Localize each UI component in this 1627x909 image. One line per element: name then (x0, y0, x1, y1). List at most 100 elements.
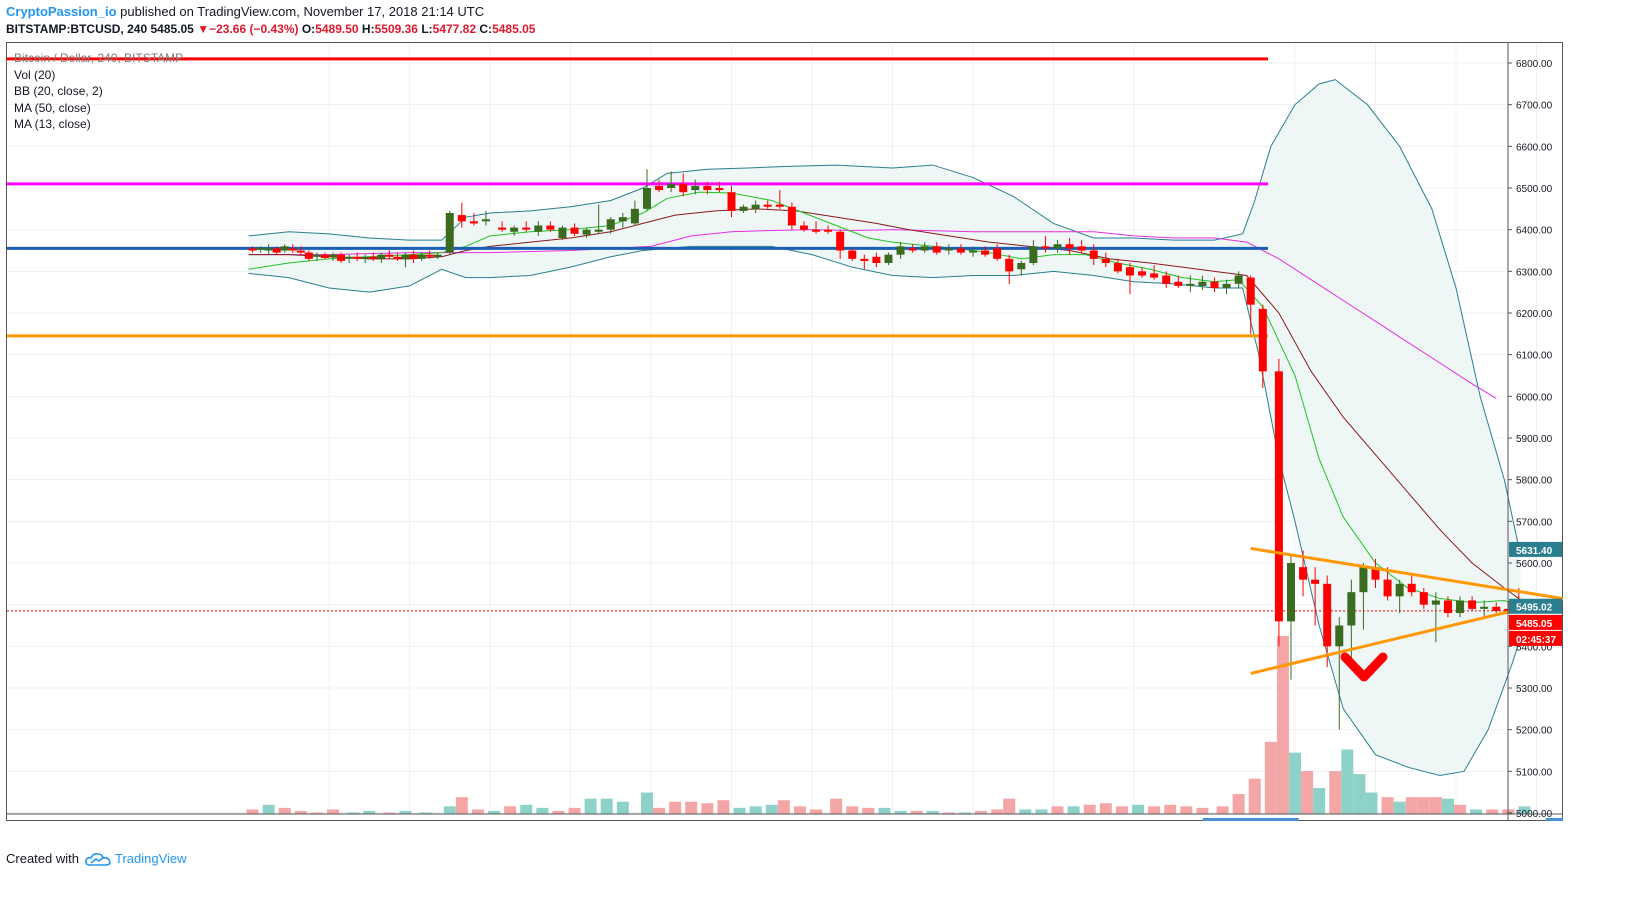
candle-body (510, 227, 519, 232)
volume-bar (1365, 792, 1378, 814)
volume-bar (1301, 771, 1314, 814)
candle-body (1299, 567, 1308, 580)
candle-body (908, 248, 917, 251)
price-tick-label: 5400.00 (1516, 642, 1553, 653)
candle-body (1053, 244, 1062, 249)
candle-body (272, 248, 281, 253)
volume-bar (1341, 749, 1354, 814)
volume-bar (327, 809, 340, 814)
high-label: H: (361, 22, 375, 36)
candle-body (594, 229, 603, 232)
published-text: published on TradingView.com, November 1… (116, 4, 485, 19)
candle-body (1222, 283, 1231, 289)
candle-body (498, 227, 507, 230)
candle-body (409, 254, 418, 259)
price-badge (1509, 630, 1562, 646)
volume-bar (640, 792, 653, 814)
candle-body (1234, 275, 1243, 284)
candle-body (256, 247, 265, 250)
tradingview-link[interactable]: TradingView (85, 851, 187, 866)
volume-bar (1196, 807, 1209, 814)
low-label: L: (421, 22, 433, 36)
candle-body (1431, 600, 1440, 605)
volume-bar (878, 807, 891, 814)
legend-title: Bitcoin / Dollar, 240, BITSTAMP (14, 51, 183, 65)
candle-body (296, 250, 305, 253)
candle-body (896, 246, 905, 255)
volume-bar (830, 798, 843, 814)
candle-body (618, 217, 627, 222)
legend-ma13[interactable]: MA (13, close) (14, 117, 91, 131)
candle-body (763, 204, 772, 207)
legend-ma50[interactable]: MA (50, close) (14, 101, 91, 115)
candle-body (377, 254, 386, 259)
volume-bar (347, 812, 360, 814)
volume-bar (1148, 806, 1161, 814)
volume-bar (942, 812, 955, 814)
volume-bar (520, 804, 533, 814)
candle-body (353, 256, 362, 259)
horizontal-levels[interactable] (7, 57, 1268, 338)
candle-body (433, 254, 442, 257)
candle-body (751, 204, 760, 209)
open-value: 5489.50 (315, 22, 359, 36)
volume-bar (1035, 809, 1048, 814)
chart-container[interactable]: 6800.00 6700.00 6600.00 6500.00 6400.00 6300.… (6, 42, 1627, 836)
price-chart[interactable]: 6800.00 6700.00 6600.00 6500.00 6400.00 6300.… (6, 42, 1627, 836)
price-tick-label: 6300.00 (1516, 267, 1553, 278)
price-badge-label: 02:45:37 (1516, 635, 1556, 646)
volume-bar (1180, 806, 1193, 814)
candle-body (1017, 263, 1026, 270)
author-link[interactable]: CryptoPassion_io (6, 4, 117, 19)
price-badge (1509, 541, 1562, 557)
candle-body (425, 254, 434, 257)
candle-body (369, 256, 378, 259)
change-value: −23.66 (−0.43%) (209, 22, 299, 36)
close-value: 5485.05 (492, 22, 536, 36)
price-tick-label: 5600.00 (1516, 559, 1553, 570)
price-badge-label: 5485.05 (1516, 619, 1553, 630)
price-tick-label: 6600.00 (1516, 142, 1553, 153)
candle-body (1210, 281, 1219, 289)
volume-bar (443, 806, 456, 814)
candle-body (1468, 600, 1477, 609)
price-tick-label: 5800.00 (1516, 476, 1553, 487)
candle-body (812, 229, 821, 232)
candle-body (1456, 600, 1465, 614)
price-badge (1509, 598, 1562, 614)
candle-body (1323, 583, 1332, 647)
candle-body (739, 206, 748, 211)
volume-bar (1470, 809, 1483, 814)
price-badge-label: 5495.02 (1516, 603, 1553, 614)
candle-body (1150, 273, 1159, 278)
volume-bar (685, 801, 698, 814)
candle-body (1419, 592, 1428, 605)
candle-body (836, 231, 845, 251)
candle-body (993, 248, 1002, 259)
price-tick-label: 6700.00 (1516, 101, 1553, 112)
volume-bars (246, 636, 1531, 814)
volume-bar (1248, 778, 1261, 814)
candle-body (469, 221, 478, 224)
volume-bar (600, 798, 613, 814)
volume-bar (1405, 797, 1418, 814)
volume-bar (536, 807, 549, 814)
candle-body (1395, 583, 1404, 597)
price-axis[interactable]: 6800.00 6700.00 6600.00 6500.00 6400.00 6300.… (1507, 42, 1562, 821)
legend-vol[interactable]: Vol (20) (14, 68, 55, 82)
volume-bar (733, 807, 746, 814)
candle-body (401, 254, 410, 259)
candle-body (264, 248, 273, 251)
candle-body (481, 219, 490, 222)
candle-body (1198, 281, 1207, 286)
arrow-head (1340, 652, 1388, 682)
volume-bar (846, 806, 859, 814)
candle-body (288, 248, 297, 251)
candle-body (969, 250, 977, 253)
candle-body (1258, 308, 1267, 372)
price-tick-label: 5000.00 (1516, 809, 1553, 820)
legend-bb[interactable]: BB (20, close, 2) (14, 84, 103, 98)
high-value: 5509.36 (374, 22, 418, 36)
candle-body (848, 250, 857, 259)
volume-bar (488, 810, 501, 814)
